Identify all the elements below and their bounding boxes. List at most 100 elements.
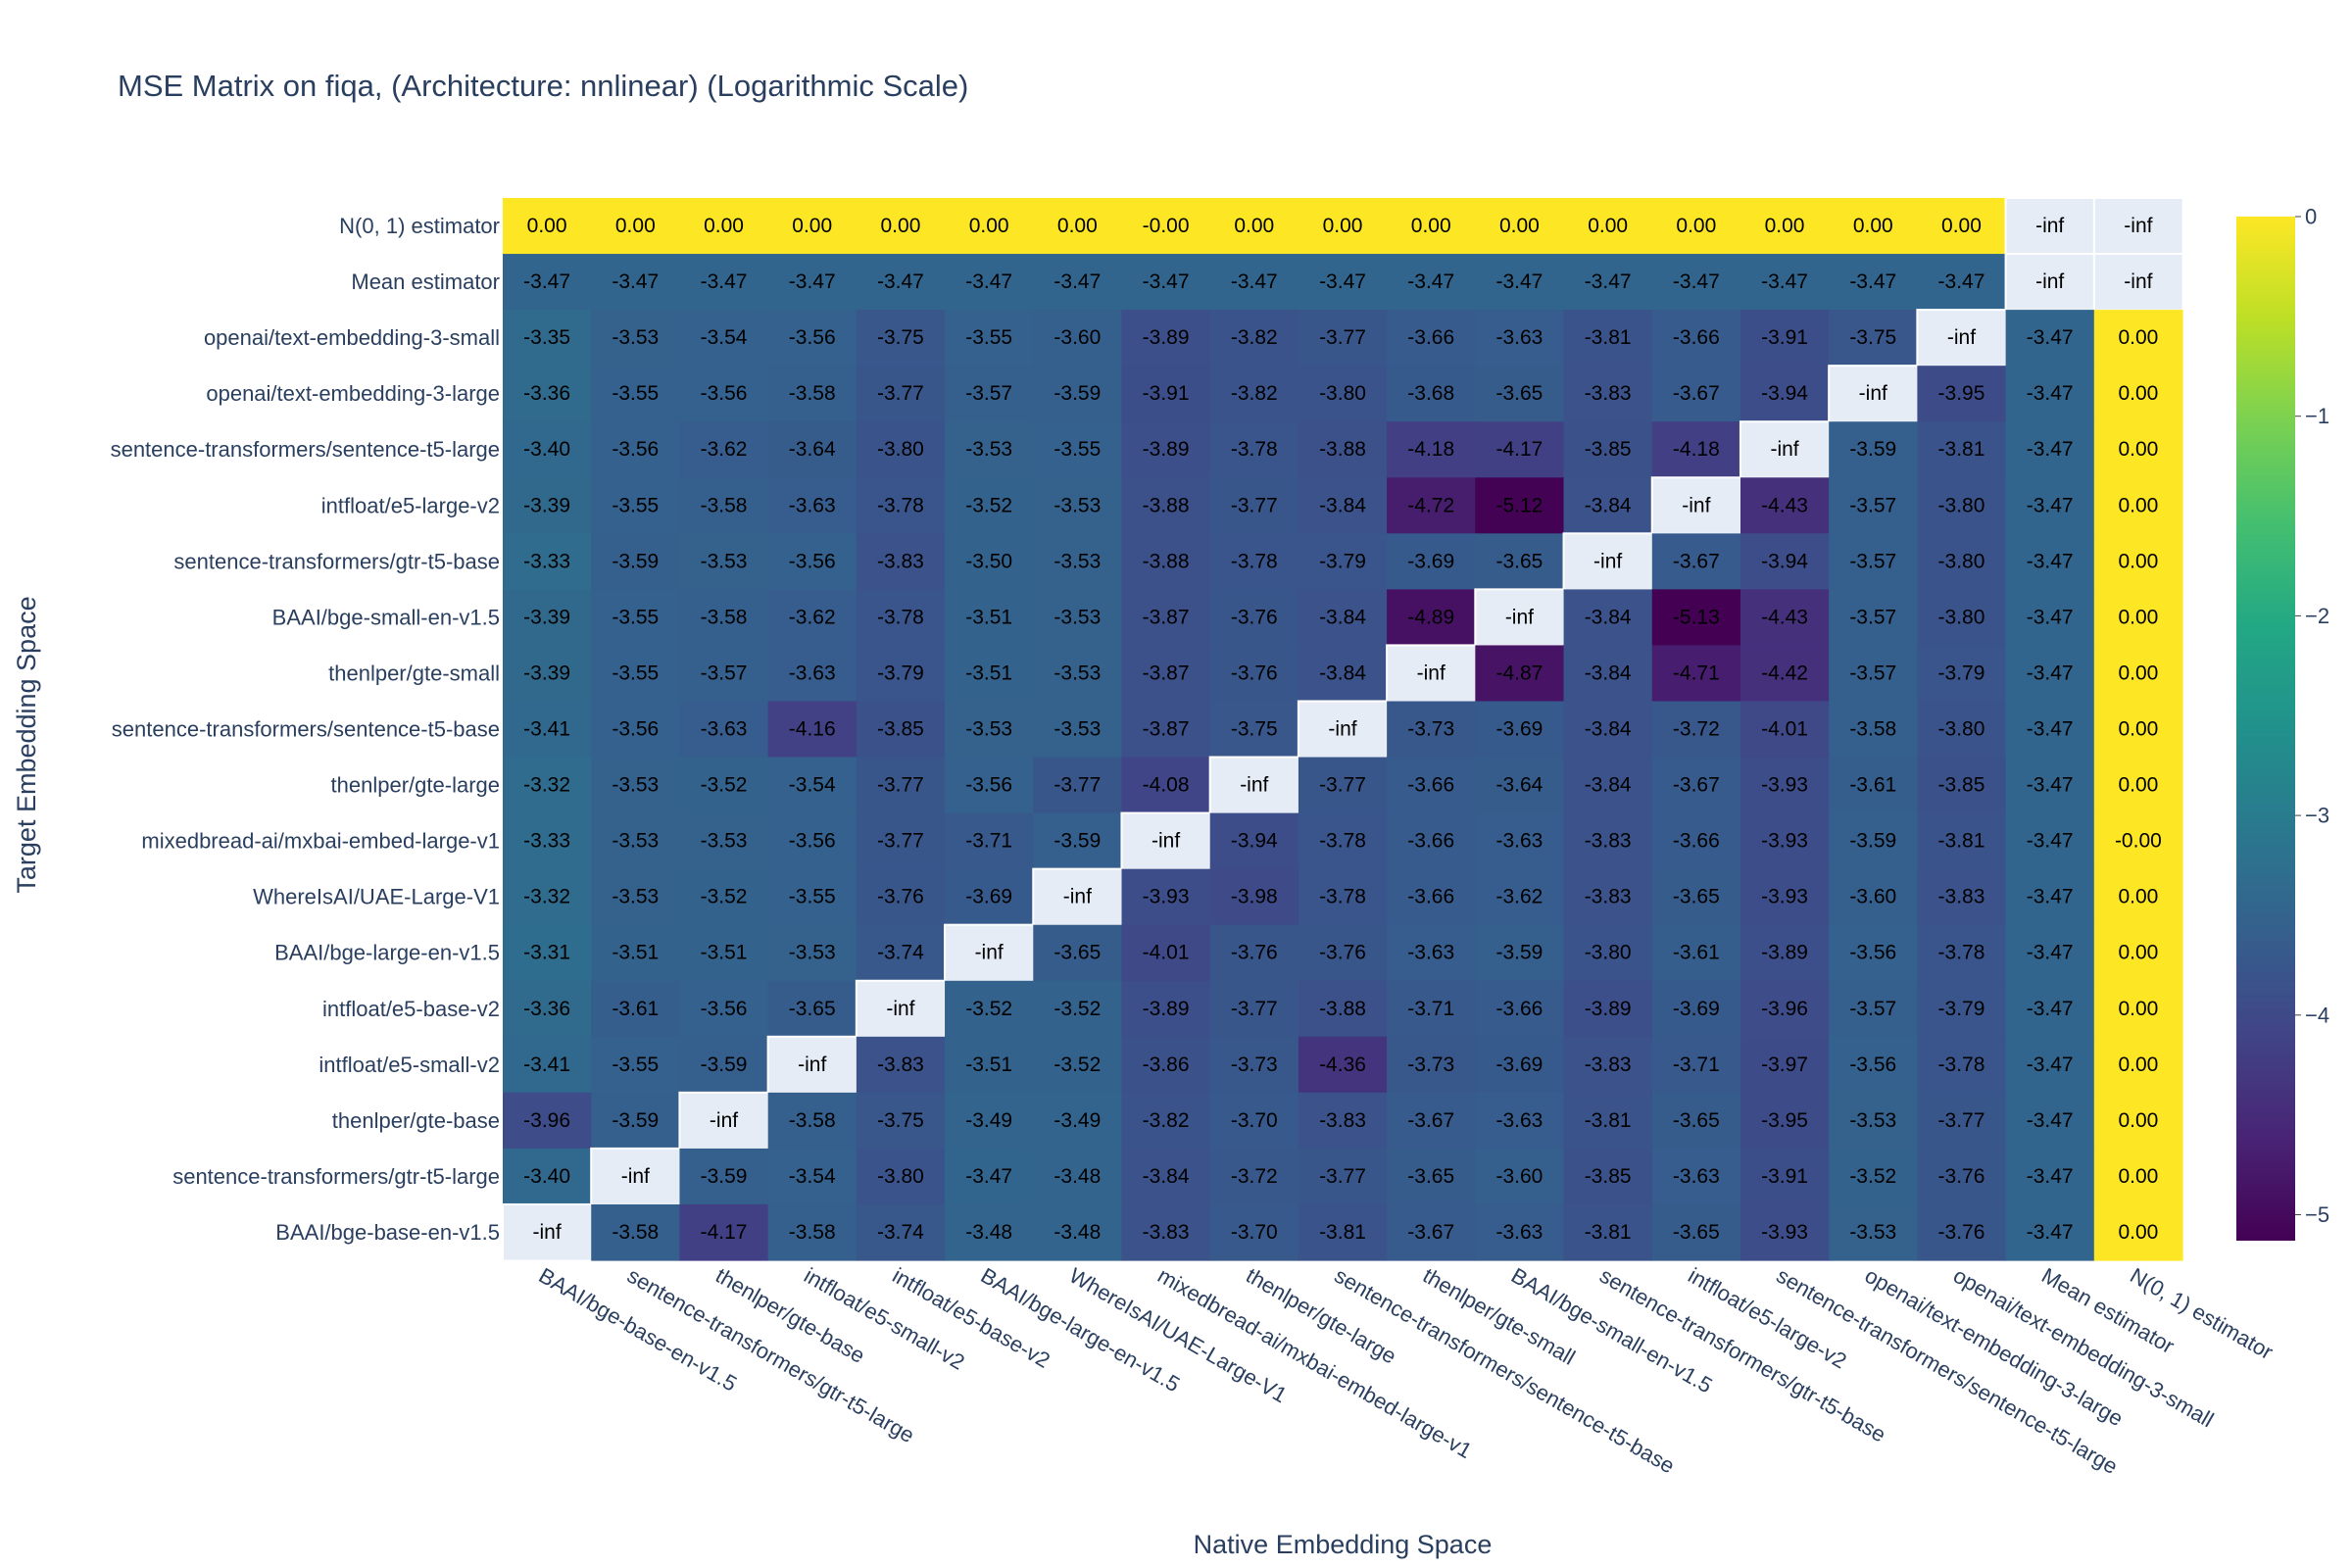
cell-value-label: -4.36 [1319,1054,1366,1076]
cell-value-label: -3.41 [523,718,570,741]
cell-value-label: -3.47 [1407,270,1454,293]
cell-value-label: -3.52 [965,494,1012,516]
heatmap-cell [2005,1092,2095,1150]
cell-value-label: 0.00 [792,215,832,237]
cell-value-label: -3.80 [1938,606,1985,628]
heatmap-cell [856,812,946,870]
heatmap-cell [1651,1036,1741,1094]
heatmap-cell [503,533,592,590]
cell-value-label: -3.55 [612,662,659,684]
cell-value-label: -3.36 [523,382,570,405]
cell-value-label: -3.78 [1319,830,1366,853]
colorbar-tick-label: −3 [2305,804,2329,828]
cell-value-label: -3.47 [789,270,836,293]
cell-value-label: 0.00 [2118,550,2158,572]
heatmap-cell [1387,254,1476,311]
cell-value-label: -3.58 [789,1109,836,1132]
heatmap-cell [503,477,592,534]
heatmap-cell [1917,1148,2007,1205]
heatmap-cell [1563,366,1653,422]
cell-value-label: -3.69 [1495,718,1543,741]
cell-value-label: -3.84 [1585,662,1632,684]
y-tick-label: intfloat/e5-small-v2 [318,1053,500,1077]
cell-value-label: -3.57 [1849,662,1896,684]
cell-value-label: -3.47 [1054,270,1101,293]
colorbar-tick-label: −1 [2305,404,2329,428]
heatmap-cell [1387,533,1476,590]
cell-value-label: -3.47 [1673,270,1720,293]
cell-value-label: -3.47 [2027,1109,2074,1132]
heatmap-cell [2093,1036,2183,1094]
heatmap-cell [1033,366,1123,422]
heatmap-cell [767,980,858,1038]
heatmap-cell [1917,198,2007,255]
cell-value-label: -3.53 [612,774,659,797]
heatmap-cell [1121,868,1211,926]
cell-value-label: -3.89 [1143,998,1190,1020]
heatmap-cell [1475,254,1565,311]
cell-value-label: -3.75 [1849,326,1896,349]
heatmap-cell [591,589,681,647]
heatmap-cell [945,1203,1034,1261]
cell-value-label: -3.77 [1938,1109,1985,1132]
heatmap-cell [767,477,858,534]
cell-value-label: -3.47 [1319,270,1366,293]
heatmap-cell [856,1203,946,1261]
cell-value-label: -3.39 [523,606,570,628]
cell-value-label: 0.00 [2118,662,2158,684]
cell-value-label: -3.61 [612,998,659,1020]
heatmap-cell [1917,254,2007,311]
cell-value-label: -3.83 [877,1054,924,1076]
heatmap-cell [1829,477,1918,534]
heatmap-cell [856,477,946,534]
heatmap-cell [503,254,592,311]
cell-value-label: -3.71 [1407,998,1454,1020]
heatmap-cell [856,589,946,647]
heatmap-cell [767,589,858,647]
heatmap-cell [1829,1036,1918,1094]
cell-value-label: -3.74 [877,942,924,964]
cell-value-label: -3.66 [1407,830,1454,853]
heatmap-cell [855,979,947,1039]
cell-value-label: 0.00 [2118,326,2158,349]
cell-value-label: -inf [533,1221,562,1244]
heatmap-cell [1387,421,1476,478]
cell-value-label: -inf [1682,494,1710,516]
heatmap-cell [856,366,946,422]
heatmap-cell [1475,701,1565,759]
heatmap-cell [679,645,769,703]
heatmap-cell [1298,254,1388,311]
cell-value-label: -3.57 [1849,998,1896,1020]
heatmap-cell [1387,198,1476,255]
heatmap-cell [1121,924,1211,982]
heatmap-cell [856,701,946,759]
heatmap-cell [679,757,769,814]
cell-value-label: -3.57 [701,662,748,684]
heatmap-cell [1386,644,1477,704]
heatmap-cell [1740,757,1830,814]
heatmap-cell [1387,701,1476,759]
cell-value-label: -3.84 [1585,606,1632,628]
heatmap-cell [1121,366,1211,422]
heatmap-cell [1033,924,1123,982]
heatmap-cell [2004,197,2096,256]
heatmap-cell [1563,757,1653,814]
cell-value-label: -3.73 [1407,1054,1454,1076]
heatmap-cell [767,645,858,703]
heatmap-cell [503,421,592,478]
cell-value-label: -3.84 [1319,606,1366,628]
chart-title: MSE Matrix on fiqa, (Architecture: nnlin… [118,69,968,103]
heatmap-cell [1298,1148,1388,1205]
heatmap-cell [679,1036,769,1094]
cell-value-label: -3.53 [1054,550,1101,572]
heatmap-cell [1651,980,1741,1038]
heatmap-cell [1917,1203,2007,1261]
cell-value-label: -3.47 [2027,1054,2074,1076]
cell-value-label: -3.79 [1319,550,1366,572]
cell-value-label: -3.76 [1938,1221,1985,1244]
cell-value-label: -3.62 [1495,886,1543,908]
cell-value-label: -3.55 [1054,438,1101,461]
heatmap-cell [502,1202,593,1262]
heatmap-cell [1563,310,1653,367]
cell-value-label: -3.76 [877,886,924,908]
